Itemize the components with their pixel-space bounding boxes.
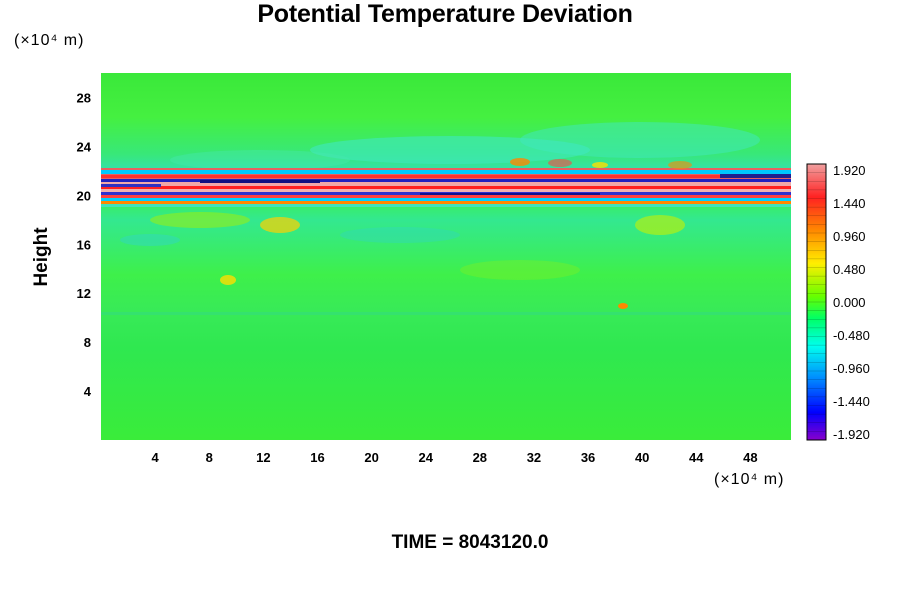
colorbar-label: -0.480 bbox=[833, 328, 870, 343]
x-tick-label: 40 bbox=[635, 450, 649, 465]
heatmap-field bbox=[101, 122, 791, 315]
x-tick-label: 4 bbox=[152, 450, 160, 465]
colorbar-labels: 1.920 1.440 0.960 0.480 0.000 -0.480 -0.960 -1.… bbox=[833, 163, 870, 442]
colorbar-label: 0.480 bbox=[833, 262, 866, 277]
x-tick-label: 8 bbox=[206, 450, 213, 465]
x-tick-label: 36 bbox=[581, 450, 595, 465]
colorbar-label: -1.440 bbox=[833, 394, 870, 409]
x-tick-label: 12 bbox=[256, 450, 270, 465]
colorbar-label: -0.960 bbox=[833, 361, 870, 376]
x-tick-label: 28 bbox=[473, 450, 487, 465]
chart-title: Potential Temperature Deviation bbox=[257, 0, 633, 28]
y-tick-label: 4 bbox=[84, 384, 92, 399]
colorbar-label: 0.960 bbox=[833, 229, 866, 244]
x-tick-label: 44 bbox=[689, 450, 704, 465]
y-tick-label: 16 bbox=[77, 237, 91, 252]
x-tick-label: 32 bbox=[527, 450, 541, 465]
y-axis-ticks: 4 8 12 16 20 24 28 bbox=[77, 90, 92, 399]
x-tick-label: 48 bbox=[743, 450, 757, 465]
y-tick-label: 20 bbox=[77, 188, 91, 203]
colorbar-label: -1.920 bbox=[833, 427, 870, 442]
colorbar-label: 1.440 bbox=[833, 196, 866, 211]
x-tick-label: 16 bbox=[310, 450, 324, 465]
colorbar-label: 0.000 bbox=[833, 295, 866, 310]
colorbar-label: 1.920 bbox=[833, 163, 866, 178]
x-axis-ticks: 4 8 12 16 20 24 28 32 36 40 44 48 bbox=[152, 450, 758, 465]
y-axis-unit: (×10⁴ m) bbox=[14, 32, 85, 49]
y-tick-label: 12 bbox=[77, 286, 91, 301]
colorbar-bands bbox=[807, 172, 826, 432]
y-tick-label: 24 bbox=[77, 139, 92, 154]
x-tick-label: 24 bbox=[418, 450, 433, 465]
x-tick-label: 20 bbox=[364, 450, 378, 465]
y-tick-label: 8 bbox=[84, 335, 91, 350]
y-tick-label: 28 bbox=[77, 90, 91, 105]
time-annotation: TIME = 8043120.0 bbox=[391, 532, 549, 553]
x-axis-unit: (×10⁴ m) bbox=[714, 471, 785, 488]
